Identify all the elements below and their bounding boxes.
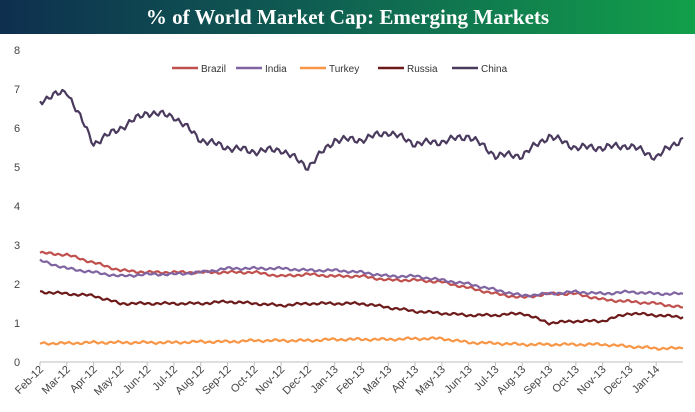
y-tick-label: 5 [14, 162, 20, 174]
y-tick-label: 8 [14, 45, 20, 57]
x-tick-label: Nov-13 [575, 364, 609, 398]
x-tick-label: Sep-12 [200, 364, 234, 398]
chart-title: % of World Market Cap: Emerging Markets [0, 0, 695, 34]
x-tick-label: Dec-13 [602, 364, 636, 398]
y-tick-label: 0 [14, 357, 20, 369]
x-tick-label: Sep-13 [522, 364, 556, 398]
x-tick-label: May-13 [414, 364, 448, 398]
x-tick-label: Feb-13 [334, 364, 367, 397]
y-tick-label: 4 [14, 201, 20, 213]
legend-item-brazil: Brazil [172, 64, 226, 75]
series-line-turkey [39, 336, 684, 351]
x-tick-label: Mar-12 [40, 364, 73, 397]
y-tick-label: 3 [14, 240, 20, 252]
legend-label: Russia [407, 64, 438, 75]
legend-label: Brazil [201, 64, 226, 75]
y-tick-label: 7 [14, 84, 20, 96]
series-line-russia [39, 290, 684, 326]
legend-label: China [481, 64, 508, 75]
x-tick-label: Dec-12 [280, 364, 314, 398]
legend-label: India [265, 64, 287, 75]
x-tick-label: Jan-14 [630, 364, 662, 396]
y-tick-label: 1 [14, 318, 20, 330]
series-turkey [39, 336, 684, 351]
series-line-brazil [39, 250, 684, 309]
x-tick-label: Mar-13 [361, 364, 394, 397]
x-tick-label: Jun-13 [443, 364, 475, 396]
x-tick-label: May-12 [92, 364, 126, 398]
y-tick-label: 6 [14, 123, 20, 135]
series-line-china [39, 88, 684, 171]
series-line-india [39, 258, 684, 298]
y-tick-label: 2 [14, 279, 20, 291]
x-tick-label: Aug-13 [495, 364, 529, 398]
x-tick-label: Nov-12 [254, 364, 288, 398]
legend-label: Turkey [329, 64, 359, 75]
series-china [39, 88, 684, 171]
series-brazil [39, 250, 684, 309]
x-tick-label: Jun-12 [121, 364, 153, 396]
legend-item-india: India [236, 64, 287, 75]
series-russia [39, 290, 684, 326]
legend-item-russia: Russia [378, 64, 438, 75]
x-tick-label: Aug-12 [173, 364, 207, 398]
legend-item-turkey: Turkey [300, 64, 359, 75]
series-india [39, 258, 684, 298]
legend-item-china: China [452, 64, 508, 75]
